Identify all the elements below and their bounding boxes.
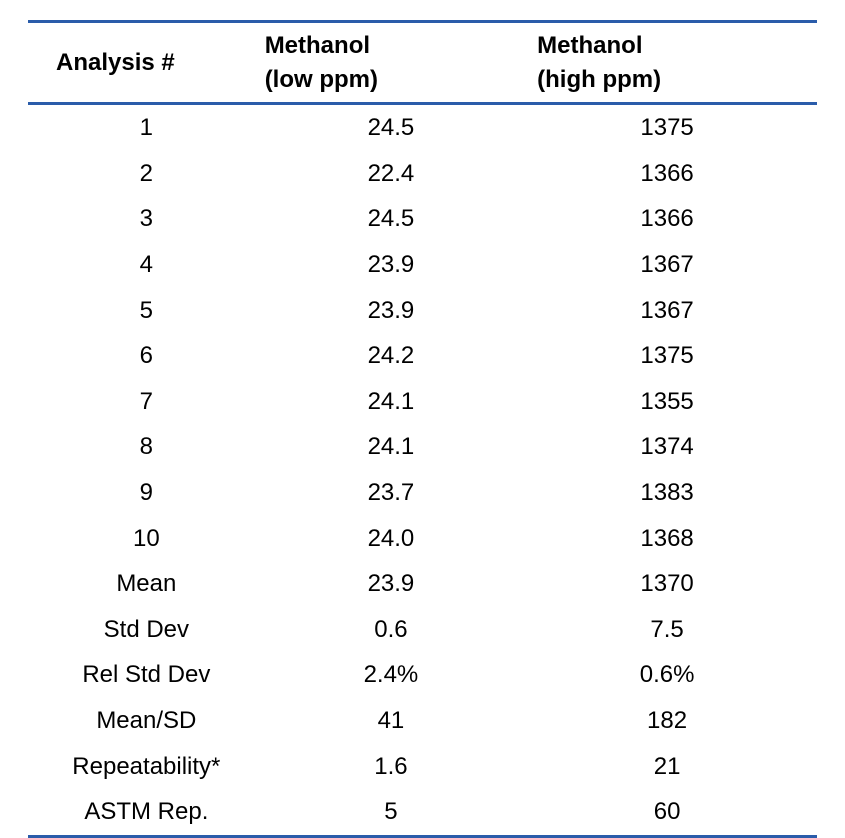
cell: 1375	[517, 333, 817, 379]
cell: 24.5	[265, 196, 517, 242]
cell: 5	[28, 288, 265, 334]
data-table: Analysis # Methanol (low ppm) Methanol (…	[28, 20, 817, 838]
cell: Mean	[28, 561, 265, 607]
cell: 1383	[517, 470, 817, 516]
col-header-text: Analysis #	[56, 49, 175, 76]
cell: 1355	[517, 379, 817, 425]
cell: 24.1	[265, 379, 517, 425]
cell: 23.9	[265, 288, 517, 334]
table-header-row: Analysis # Methanol (low ppm) Methanol (…	[28, 22, 817, 104]
cell: 1366	[517, 196, 817, 242]
methanol-analysis-table: Analysis # Methanol (low ppm) Methanol (…	[28, 20, 817, 838]
table-row: 824.11374	[28, 424, 817, 470]
cell: 24.5	[265, 104, 517, 151]
cell: 7.5	[517, 607, 817, 653]
col-header-analysis: Analysis #	[28, 22, 265, 104]
col-header-text: Methanol	[537, 32, 642, 59]
cell: 1367	[517, 242, 817, 288]
table-row: 222.41366	[28, 151, 817, 197]
cell: 182	[517, 698, 817, 744]
table-row: 624.21375	[28, 333, 817, 379]
cell: 1374	[517, 424, 817, 470]
cell: 23.7	[265, 470, 517, 516]
table-row: Std Dev0.67.5	[28, 607, 817, 653]
cell: 60	[517, 789, 817, 836]
table-row: 124.51375	[28, 104, 817, 151]
cell: 3	[28, 196, 265, 242]
cell: 1370	[517, 561, 817, 607]
table-row: Mean23.91370	[28, 561, 817, 607]
cell: 0.6%	[517, 652, 817, 698]
col-header-sub: (low ppm)	[265, 63, 517, 97]
cell: 1	[28, 104, 265, 151]
cell: Std Dev	[28, 607, 265, 653]
table-row: 523.91367	[28, 288, 817, 334]
cell: 1367	[517, 288, 817, 334]
cell: 7	[28, 379, 265, 425]
cell: 2.4%	[265, 652, 517, 698]
cell: 0.6	[265, 607, 517, 653]
cell: 10	[28, 516, 265, 562]
cell: 2	[28, 151, 265, 197]
cell: 24.2	[265, 333, 517, 379]
cell: Rel Std Dev	[28, 652, 265, 698]
cell: 5	[265, 789, 517, 836]
cell: 23.9	[265, 242, 517, 288]
table-row: 324.51366	[28, 196, 817, 242]
cell: 6	[28, 333, 265, 379]
col-header-sub: (high ppm)	[537, 63, 817, 97]
cell: 8	[28, 424, 265, 470]
table-row: 1024.01368	[28, 516, 817, 562]
table-row: Rel Std Dev2.4%0.6%	[28, 652, 817, 698]
cell: ASTM Rep.	[28, 789, 265, 836]
cell: Mean/SD	[28, 698, 265, 744]
table-row: Mean/SD41182	[28, 698, 817, 744]
cell: 23.9	[265, 561, 517, 607]
cell: 24.0	[265, 516, 517, 562]
cell: 1375	[517, 104, 817, 151]
table-row: Repeatability*1.621	[28, 744, 817, 790]
cell: 21	[517, 744, 817, 790]
cell: 1.6	[265, 744, 517, 790]
table-row: 923.71383	[28, 470, 817, 516]
table-body: 124.51375 222.41366 324.51366 423.91367 …	[28, 104, 817, 837]
cell: 24.1	[265, 424, 517, 470]
table-row: 724.11355	[28, 379, 817, 425]
cell: 41	[265, 698, 517, 744]
col-header-high-ppm: Methanol (high ppm)	[517, 22, 817, 104]
cell: Repeatability*	[28, 744, 265, 790]
col-header-low-ppm: Methanol (low ppm)	[265, 22, 517, 104]
cell: 1368	[517, 516, 817, 562]
cell: 4	[28, 242, 265, 288]
cell: 22.4	[265, 151, 517, 197]
col-header-text: Methanol	[265, 32, 370, 59]
table-row: 423.91367	[28, 242, 817, 288]
table-row: ASTM Rep.560	[28, 789, 817, 836]
cell: 1366	[517, 151, 817, 197]
cell: 9	[28, 470, 265, 516]
